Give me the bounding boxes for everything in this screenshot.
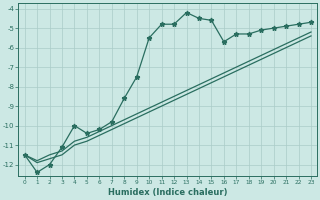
X-axis label: Humidex (Indice chaleur): Humidex (Indice chaleur) <box>108 188 228 197</box>
